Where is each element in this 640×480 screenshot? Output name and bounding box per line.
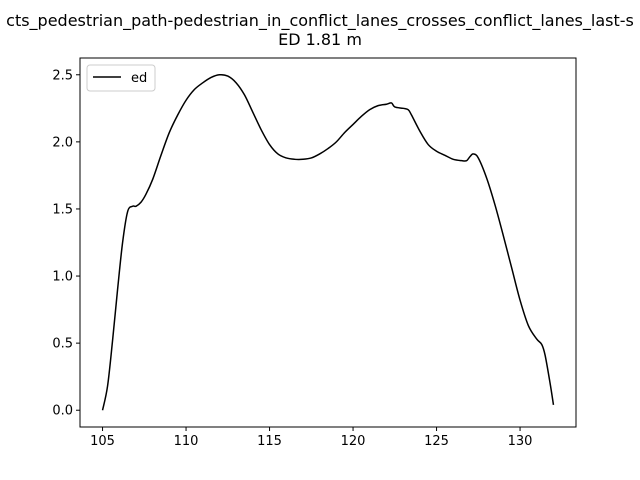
y-tick-label: 0.0 [52,404,73,419]
x-tick-label: 120 [341,434,366,449]
legend-label-ed: ed [131,71,147,86]
legend: ed [86,64,156,92]
x-tick-label: 115 [257,434,282,449]
y-tick-label: 2.5 [52,68,73,83]
chart-title-line2: ED 1.81 m [278,30,362,49]
x-axis: 105 110 115 120 125 130 [90,427,532,449]
y-axis: 0.0 0.5 1.0 1.5 2.0 2.5 [52,68,80,419]
legend-box [86,64,156,92]
y-tick-label: 2.0 [52,135,73,150]
series-line-ed [101,73,555,411]
chart-title-line1: cts_pedestrian_path-pedestrian_in_confli… [6,11,634,31]
x-tick-label: 105 [90,434,115,449]
x-tick-label: 130 [508,434,533,449]
axes-frame [79,57,577,428]
x-tick-label: 125 [424,434,449,449]
y-tick-label: 0.5 [52,337,73,352]
series-layer [101,73,555,411]
y-tick-label: 1.0 [52,270,73,285]
x-tick-label: 110 [174,434,199,449]
y-tick-label: 1.5 [52,202,73,217]
